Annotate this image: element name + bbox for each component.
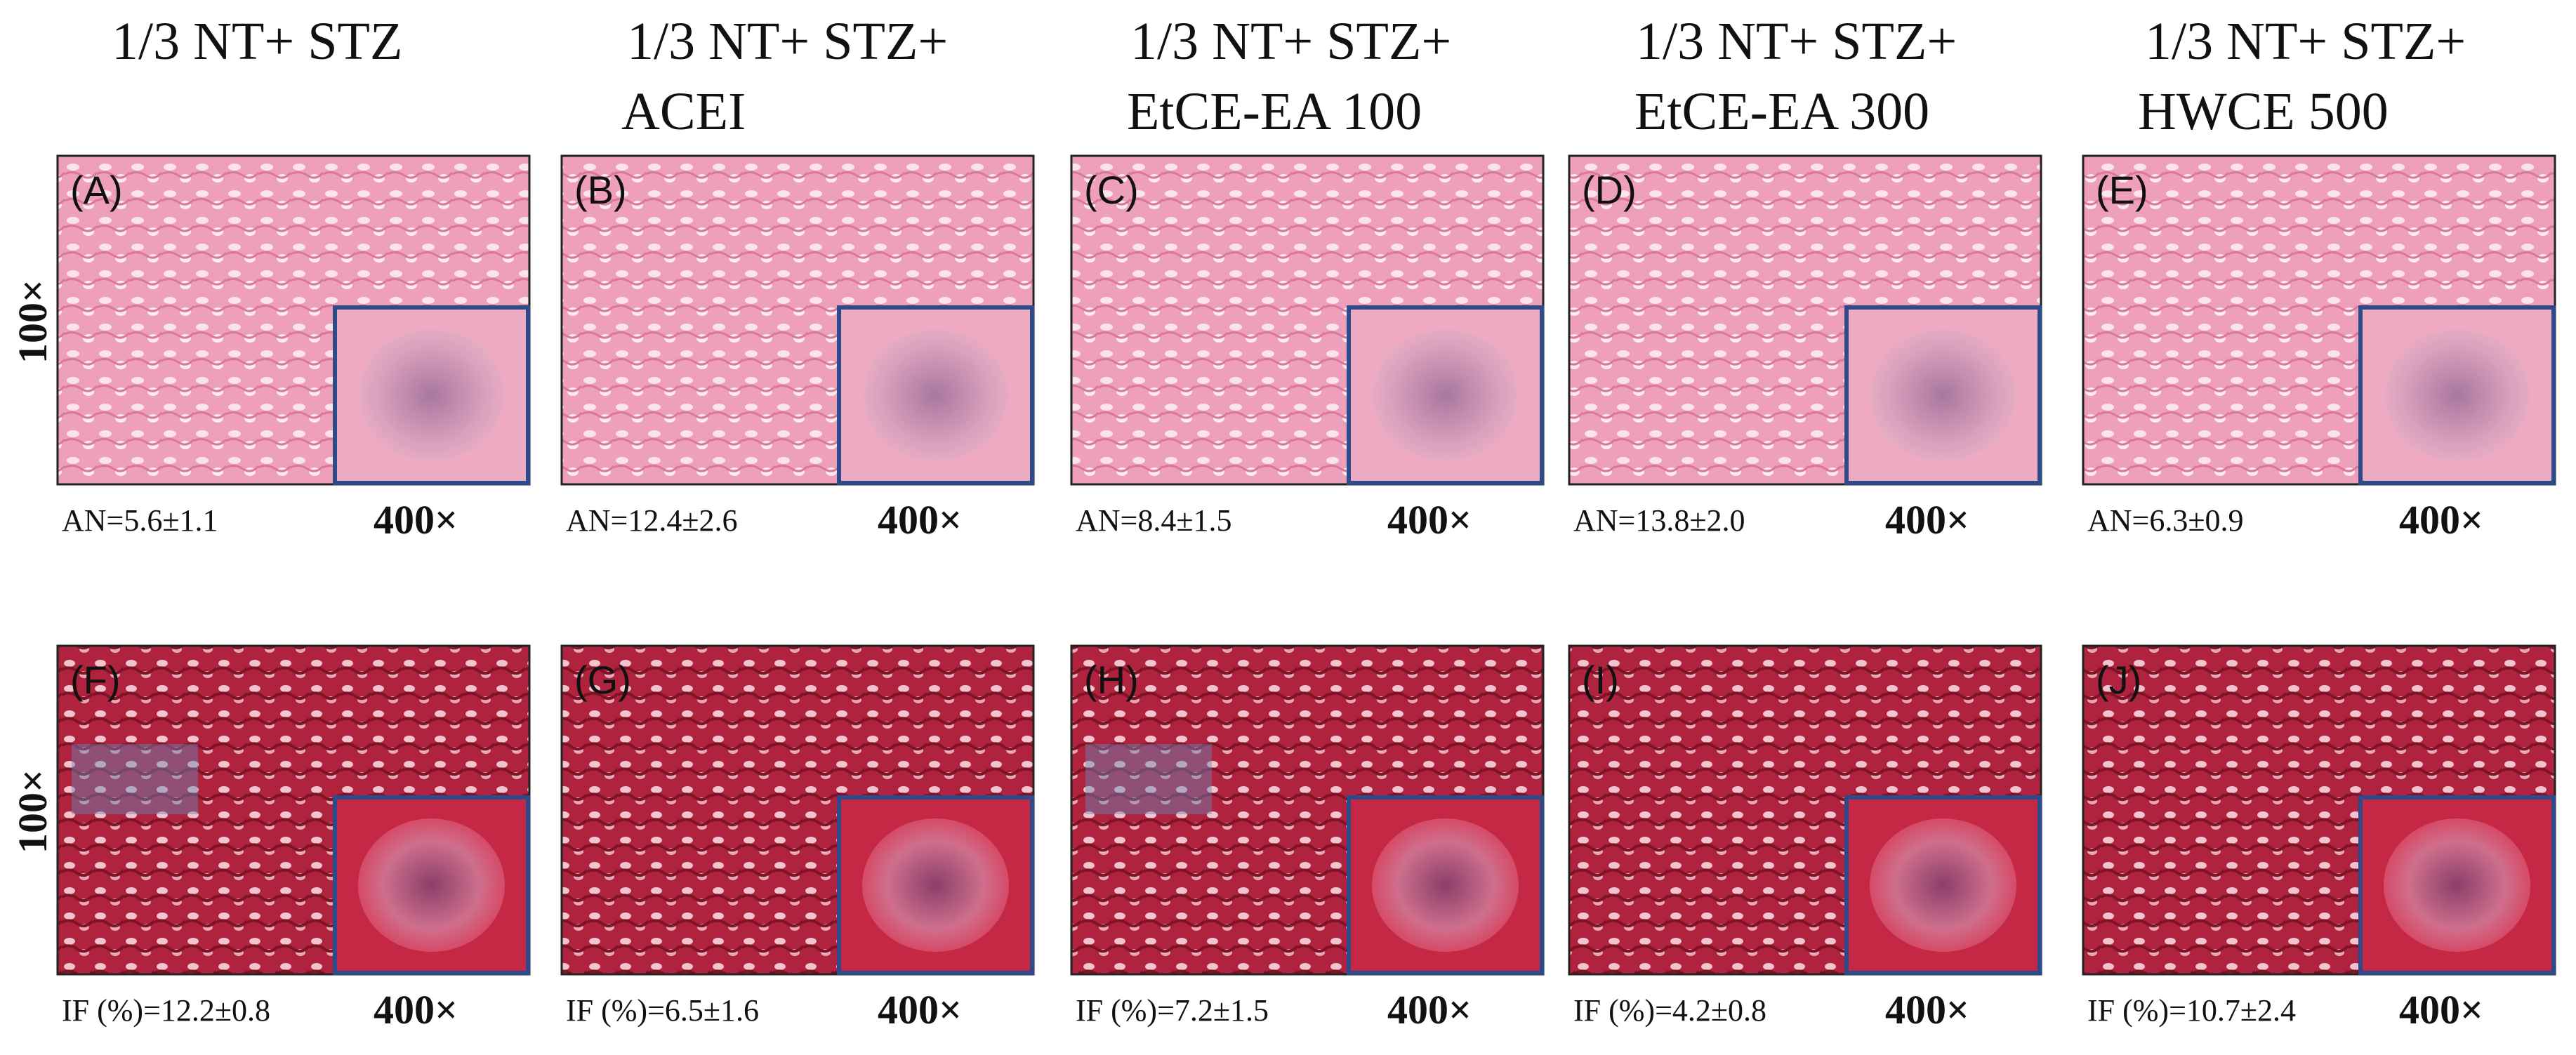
magnification: 400× bbox=[1387, 497, 1472, 543]
inset-border bbox=[2358, 795, 2556, 975]
inset-border bbox=[1844, 305, 2042, 485]
statistic: AN=8.4±1.5 bbox=[1076, 503, 1232, 538]
fibrosis-stain bbox=[72, 744, 198, 814]
fibrosis-stain bbox=[1085, 744, 1212, 814]
glomerulus bbox=[2384, 329, 2530, 462]
magnification: 400× bbox=[374, 987, 458, 1033]
panel-label: (C) bbox=[1084, 168, 1139, 212]
glomerulus bbox=[358, 818, 505, 952]
statistic: IF (%)=4.2±0.8 bbox=[1573, 993, 1766, 1028]
glomerulus bbox=[1372, 818, 1519, 952]
micrograph-panel bbox=[1568, 644, 2042, 976]
inset-border bbox=[1347, 305, 1544, 485]
column-header: 1/3 NT+ STZ+ bbox=[627, 12, 948, 71]
magnification: 400× bbox=[878, 497, 962, 543]
micrograph-panel bbox=[560, 644, 1035, 976]
panel-label: (G) bbox=[574, 658, 631, 702]
column-header: EtCE-EA 300 bbox=[1634, 82, 1929, 141]
inset-border bbox=[2358, 305, 2556, 485]
micrograph-panel bbox=[560, 154, 1035, 486]
glomerulus bbox=[358, 329, 505, 462]
glomerulus bbox=[1870, 818, 2016, 952]
panel-label: (J) bbox=[2096, 658, 2141, 702]
statistic: AN=13.8±2.0 bbox=[1573, 503, 1745, 538]
row-label: 100× bbox=[10, 279, 55, 364]
column-header: 1/3 NT+ STZ+ bbox=[1636, 12, 1957, 71]
column-header: 1/3 NT+ STZ+ bbox=[2145, 12, 2466, 71]
magnification: 400× bbox=[878, 987, 962, 1033]
inset-border bbox=[1844, 795, 2042, 975]
panel-label: (D) bbox=[1582, 168, 1637, 212]
magnification: 400× bbox=[2399, 987, 2483, 1033]
glomerulus bbox=[862, 818, 1009, 952]
panel-label: (E) bbox=[2096, 168, 2148, 212]
column-header: HWCE 500 bbox=[2138, 82, 2389, 141]
glomerulus bbox=[862, 329, 1009, 462]
column-header: 1/3 NT+ STZ bbox=[112, 12, 402, 71]
panel-label: (I) bbox=[1582, 658, 1619, 702]
panel-label: (B) bbox=[574, 168, 627, 212]
statistic: IF (%)=7.2±1.5 bbox=[1076, 993, 1269, 1028]
micrograph-panel bbox=[2082, 154, 2556, 486]
column-header: 1/3 NT+ STZ+ bbox=[1130, 12, 1451, 71]
panel-label: (H) bbox=[1084, 658, 1139, 702]
statistic: AN=5.6±1.1 bbox=[62, 503, 218, 538]
inset-border bbox=[837, 305, 1034, 485]
micrograph-panel bbox=[2082, 644, 2556, 976]
glomerulus bbox=[1870, 329, 2016, 462]
inset-border bbox=[333, 795, 530, 975]
column-header: ACEI bbox=[621, 82, 746, 141]
magnification: 400× bbox=[1885, 987, 1969, 1033]
glomerulus bbox=[2384, 818, 2530, 952]
row-label: 100× bbox=[10, 769, 55, 854]
statistic: IF (%)=12.2±0.8 bbox=[62, 993, 270, 1028]
magnification: 400× bbox=[1885, 497, 1969, 543]
statistic: IF (%)=10.7±2.4 bbox=[2087, 993, 2296, 1028]
magnification: 400× bbox=[374, 497, 458, 543]
micrograph-panel bbox=[56, 154, 531, 486]
micrograph-panel bbox=[1070, 154, 1545, 486]
inset-border bbox=[837, 795, 1034, 975]
statistic: AN=12.4±2.6 bbox=[566, 503, 738, 538]
micrograph-panel bbox=[1568, 154, 2042, 486]
panel-label: (F) bbox=[70, 658, 121, 702]
magnification: 400× bbox=[2399, 497, 2483, 543]
glomerulus bbox=[1372, 329, 1519, 462]
micrograph-panel bbox=[56, 644, 531, 976]
micrograph-panel bbox=[1070, 644, 1545, 976]
panel-label: (A) bbox=[70, 168, 123, 212]
statistic: AN=6.3±0.9 bbox=[2087, 503, 2244, 538]
inset-border bbox=[333, 305, 530, 485]
statistic: IF (%)=6.5±1.6 bbox=[566, 993, 759, 1028]
inset-border bbox=[1347, 795, 1544, 975]
column-header: EtCE-EA 100 bbox=[1127, 82, 1422, 141]
magnification: 400× bbox=[1387, 987, 1472, 1033]
